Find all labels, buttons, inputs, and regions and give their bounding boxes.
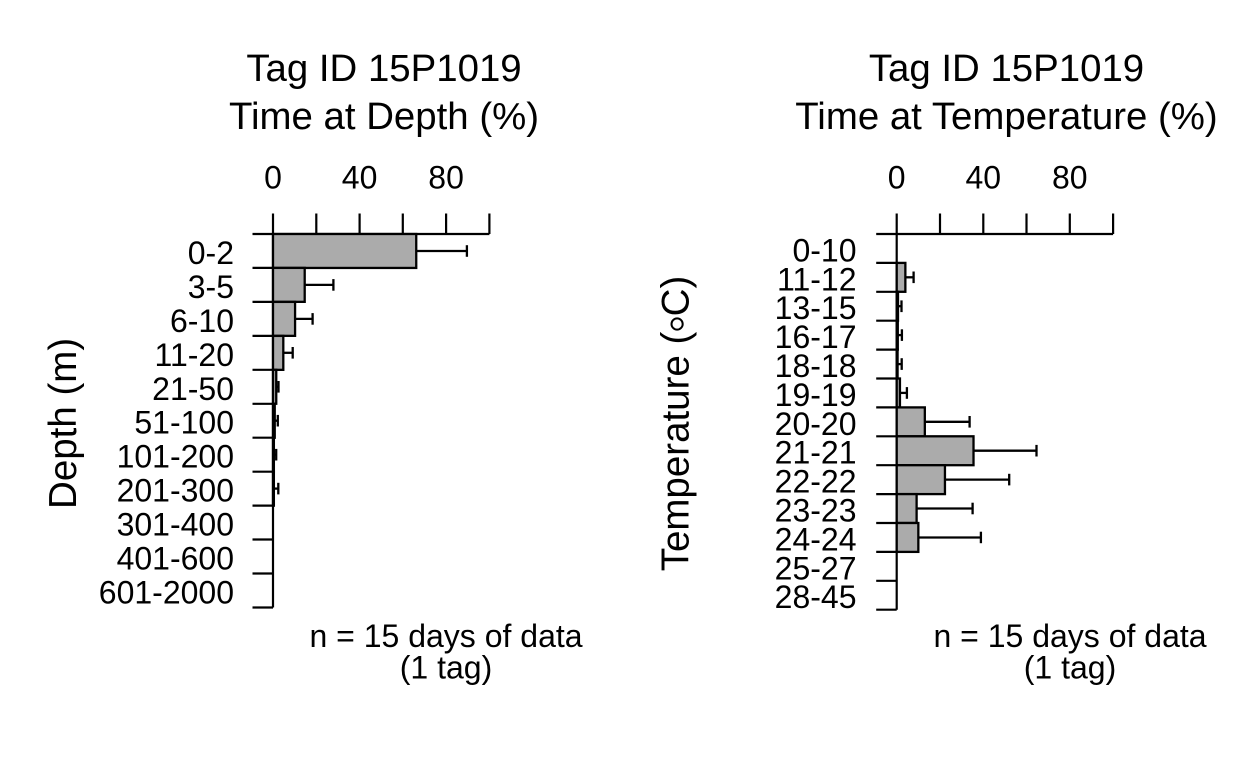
svg-text:(1 tag): (1 tag) <box>1024 649 1116 685</box>
svg-text:28-45: 28-45 <box>775 579 857 615</box>
svg-text:80: 80 <box>428 160 464 196</box>
svg-text:Temperature (: Temperature ( <box>654 331 697 571</box>
svg-text:23-23: 23-23 <box>775 493 857 529</box>
svg-text:20-20: 20-20 <box>775 406 857 442</box>
svg-text:n = 15 days of data: n = 15 days of data <box>933 618 1206 654</box>
svg-text:13-15: 13-15 <box>775 290 857 326</box>
svg-text:0-2: 0-2 <box>188 235 234 271</box>
svg-text:Time at Depth (%): Time at Depth (%) <box>229 95 539 138</box>
svg-text:80: 80 <box>1052 160 1088 196</box>
svg-text:21-21: 21-21 <box>775 435 857 471</box>
svg-text:C): C) <box>654 276 697 317</box>
svg-text:Tag ID 15P1019: Tag ID 15P1019 <box>246 47 521 90</box>
svg-text:18-18: 18-18 <box>775 348 857 384</box>
svg-text:0: 0 <box>888 160 906 196</box>
svg-text:Depth (m): Depth (m) <box>42 338 85 509</box>
svg-text:601-2000: 601-2000 <box>99 575 234 611</box>
svg-text:40: 40 <box>342 160 378 196</box>
svg-text:24-24: 24-24 <box>775 522 857 558</box>
svg-text:16-17: 16-17 <box>775 319 857 355</box>
svg-text:Tag ID 15P1019: Tag ID 15P1019 <box>869 47 1144 90</box>
svg-text:11-12: 11-12 <box>777 261 856 297</box>
svg-text:51-100: 51-100 <box>134 405 234 441</box>
svg-text:21-50: 21-50 <box>152 371 234 407</box>
svg-text:40: 40 <box>966 160 1002 196</box>
svg-text:301-400: 301-400 <box>117 507 234 543</box>
svg-text:6-10: 6-10 <box>170 303 234 339</box>
svg-text:401-600: 401-600 <box>117 541 234 577</box>
svg-text:0-10: 0-10 <box>792 232 856 268</box>
svg-text:11-20: 11-20 <box>155 337 234 373</box>
svg-text:22-22: 22-22 <box>775 464 857 500</box>
svg-text:3-5: 3-5 <box>188 269 234 305</box>
svg-text:19-19: 19-19 <box>775 377 857 413</box>
svg-text:(1 tag): (1 tag) <box>400 649 492 685</box>
svg-text:Time at Temperature (%): Time at Temperature (%) <box>795 95 1217 138</box>
svg-text:201-300: 201-300 <box>117 473 234 509</box>
svg-text:25-27: 25-27 <box>775 550 857 586</box>
svg-text:101-200: 101-200 <box>117 439 234 475</box>
svg-text:0: 0 <box>264 160 282 196</box>
svg-text:n = 15 days of data: n = 15 days of data <box>309 618 582 654</box>
